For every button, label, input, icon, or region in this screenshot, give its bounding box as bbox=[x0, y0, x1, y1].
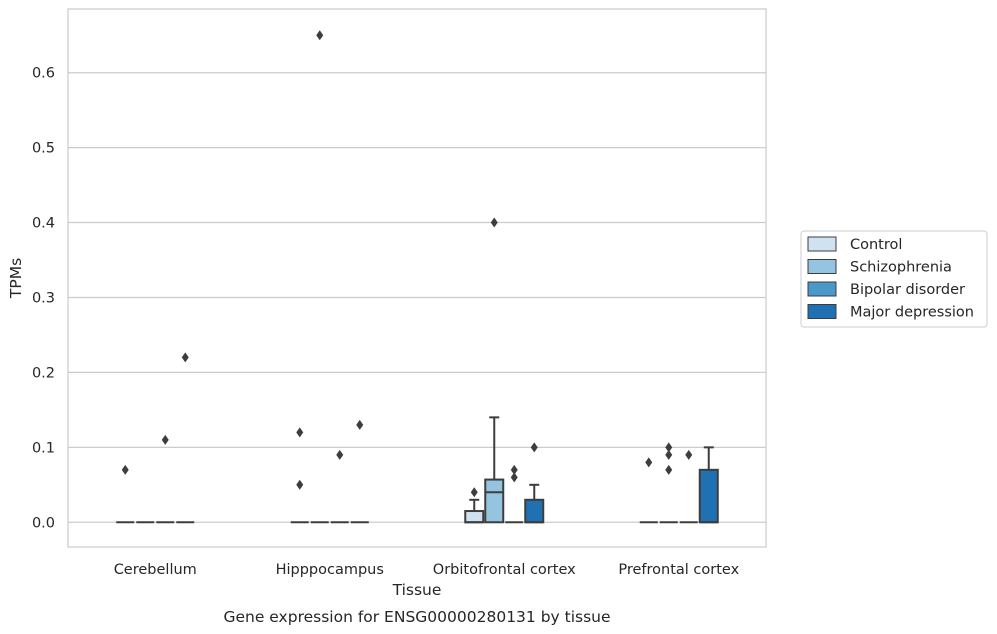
y-tick-label: 0.1 bbox=[32, 440, 55, 456]
outlier-point bbox=[296, 427, 304, 438]
box-group bbox=[116, 464, 135, 524]
box bbox=[464, 510, 485, 524]
legend-label: Major depression bbox=[850, 305, 974, 321]
legend-label: Schizophrenia bbox=[850, 260, 952, 276]
outlier-point bbox=[161, 434, 169, 445]
x-tick-label: Hipppocampus bbox=[276, 562, 384, 578]
box-group bbox=[505, 464, 524, 524]
box bbox=[698, 468, 719, 524]
box-groups bbox=[116, 30, 719, 524]
legend-swatch bbox=[807, 304, 837, 319]
box-group bbox=[310, 30, 329, 524]
legend-label: Bipolar disorder bbox=[850, 282, 965, 298]
outlier-point bbox=[336, 449, 344, 460]
y-tick-label: 0.6 bbox=[32, 66, 55, 82]
outlier-point bbox=[181, 352, 189, 363]
outlier-point bbox=[121, 464, 129, 475]
outlier-point bbox=[296, 479, 304, 490]
box-group bbox=[290, 427, 309, 524]
x-tick-label: Cerebellum bbox=[114, 562, 197, 578]
legend-label: Control bbox=[850, 237, 902, 253]
box-group bbox=[464, 487, 485, 524]
box-group bbox=[176, 352, 195, 524]
outlier-point bbox=[665, 449, 673, 460]
y-tick-label: 0.3 bbox=[32, 290, 55, 306]
legend-swatch bbox=[807, 259, 837, 274]
box bbox=[484, 478, 505, 524]
y-axis-ticks: 0.0 0.1 0.2 0.3 0.4 0.5 0.6 bbox=[32, 66, 55, 532]
x-axis-label: Tissue bbox=[392, 581, 442, 599]
box-group bbox=[639, 457, 658, 524]
outlier-point bbox=[510, 464, 518, 475]
legend: Control Schizophrenia Bipolar disorder Majo… bbox=[800, 230, 988, 328]
chart-caption: Gene expression for ENSG00000280131 by t… bbox=[223, 608, 610, 626]
x-tick-label: Prefrontal cortex bbox=[618, 562, 739, 578]
legend-swatch bbox=[807, 236, 837, 252]
box-group bbox=[659, 442, 678, 524]
y-tick-label: 0.5 bbox=[32, 141, 55, 157]
plot-area bbox=[68, 9, 766, 547]
box-group bbox=[350, 419, 369, 524]
plot-frame bbox=[67, 8, 767, 548]
box-group bbox=[698, 446, 719, 524]
y-axis-label: TPMs bbox=[7, 258, 25, 299]
y-tick-label: 0.0 bbox=[32, 515, 55, 531]
outlier-point bbox=[665, 464, 673, 475]
outlier-point bbox=[685, 449, 693, 460]
box-group bbox=[156, 434, 175, 524]
box-group bbox=[524, 442, 545, 524]
outlier-point bbox=[645, 457, 653, 468]
outlier-point bbox=[470, 487, 478, 498]
x-axis-ticks: Cerebellum Hipppocampus Orbitofrontal cort… bbox=[114, 562, 740, 578]
box bbox=[524, 498, 545, 524]
gridlines bbox=[68, 72, 766, 523]
outlier-point bbox=[665, 442, 673, 453]
box-group bbox=[484, 217, 505, 524]
y-tick-label: 0.4 bbox=[32, 216, 55, 232]
y-tick-label: 0.2 bbox=[32, 365, 55, 381]
box-group bbox=[330, 449, 349, 524]
x-tick-label: Orbitofrontal cortex bbox=[433, 562, 576, 578]
outlier-point bbox=[356, 419, 364, 430]
outlier-point bbox=[490, 217, 498, 228]
legend-swatch bbox=[807, 281, 837, 297]
outlier-point bbox=[316, 30, 324, 41]
box-group bbox=[679, 449, 698, 524]
outlier-point bbox=[510, 472, 518, 483]
outlier-point bbox=[530, 442, 538, 453]
legend-frame bbox=[800, 230, 988, 328]
